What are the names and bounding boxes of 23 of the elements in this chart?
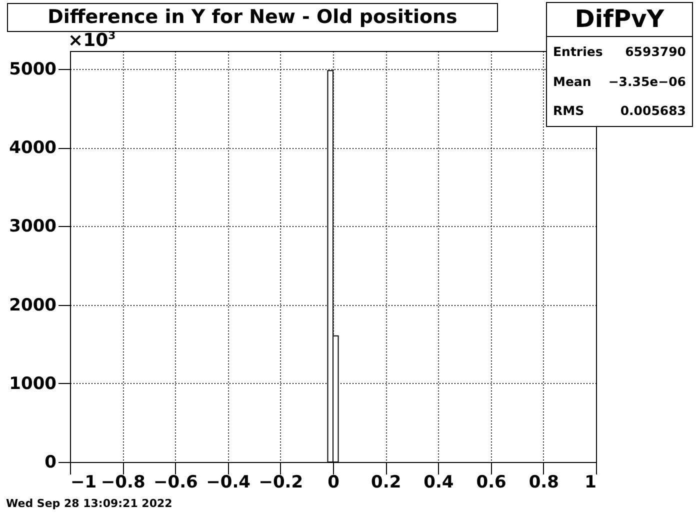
x-tick-label: −0.8 — [100, 472, 146, 492]
x-tick-label: −0.2 — [258, 472, 304, 492]
text: Wed Sep 28 13:09:21 2022 — [6, 497, 172, 510]
text: DifPvY — [547, 3, 692, 37]
x-tick-label: 1 — [584, 472, 596, 492]
x-tick-label: 0.8 — [528, 472, 559, 492]
y-tick-label: 3000 — [9, 216, 57, 237]
x-tick-label: −0.6 — [154, 472, 198, 492]
text: Entries 6593790 — [553, 44, 686, 59]
x-tick-label: 0.2 — [371, 472, 402, 492]
y-tick-label: 5000 — [9, 60, 57, 80]
y-tick-label: 2000 — [9, 295, 57, 316]
x-tick-label: −0.4 — [206, 472, 251, 492]
chart-title: Difference in Y for New - Old positions — [48, 6, 458, 28]
text: RMS 0.005683 — [553, 103, 686, 118]
x-tick-label: 0.6 — [476, 472, 506, 492]
x-tick-label: −1 — [70, 472, 97, 492]
text: Mean −3.35e−06 — [553, 74, 686, 89]
x-tick-label: 0.4 — [424, 472, 454, 492]
x-tick-label: 0 — [328, 472, 340, 492]
y-tick-label: 1000 — [9, 374, 57, 394]
y-tick-label: 0 — [44, 452, 57, 472]
y-tick-label: 4000 — [9, 138, 57, 158]
